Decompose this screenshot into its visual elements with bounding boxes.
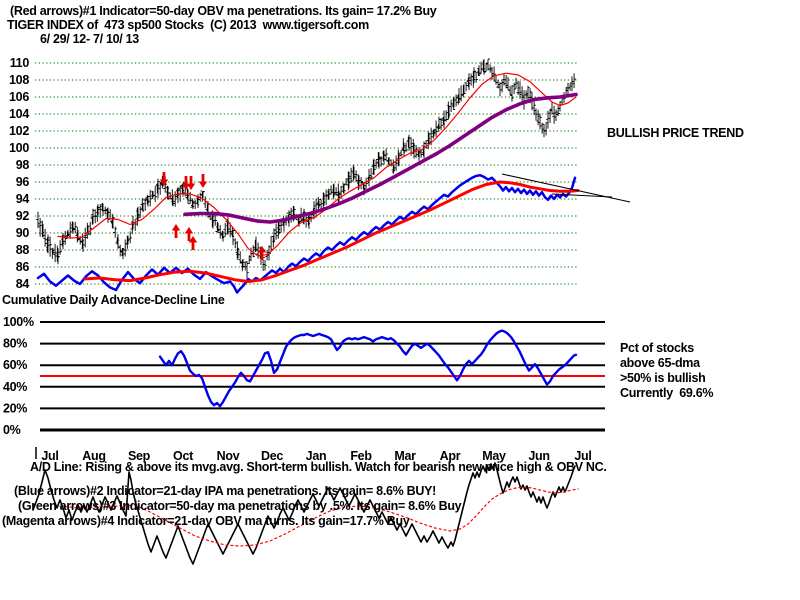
red-arrow-up bbox=[171, 224, 181, 238]
price-y-axis-label: 84 bbox=[16, 277, 30, 291]
series-65-day-ma bbox=[183, 92, 578, 224]
breadth-y-axis-label: 0% bbox=[3, 423, 21, 437]
indicator2-legend: (Blue arrows)#2 Indicator=21-day IPA ma … bbox=[14, 484, 436, 498]
breadth-y-axis-label: 80% bbox=[3, 337, 27, 351]
month-label: Jul bbox=[41, 449, 58, 463]
chart-title: TIGER INDEX of 473 sp500 Stocks (C) 2013… bbox=[7, 18, 369, 32]
breadth-y-axis-label: 20% bbox=[3, 401, 27, 415]
indicator1-legend: (Red arrows)#1 Indicator=50-day OBV ma p… bbox=[10, 4, 437, 18]
price-y-axis-label: 88 bbox=[16, 243, 30, 257]
breadth-line bbox=[158, 329, 578, 408]
adl-section-title: Cumulative Daily Advance-Decline Line bbox=[2, 293, 225, 307]
date-range: 6/ 29/ 12- 7/ 10/ 13 bbox=[40, 32, 139, 46]
month-label: May bbox=[482, 449, 506, 463]
month-label: Mar bbox=[394, 449, 416, 463]
month-label: Apr bbox=[440, 449, 461, 463]
series-OBV-50-day-ma bbox=[83, 180, 580, 283]
breadth-y-axis-label: 100% bbox=[3, 315, 34, 329]
price-y-axis-label: 106 bbox=[9, 90, 29, 104]
breadth-note: Pct of stocks above 65-dma >50% is bulli… bbox=[620, 341, 714, 400]
red-arrow-up bbox=[184, 227, 194, 241]
price-y-axis-label: 90 bbox=[16, 226, 30, 240]
price-y-axis-label: 104 bbox=[9, 107, 29, 121]
ad-line-note: A/D Line: Rising & above its mvg.avg. Sh… bbox=[30, 460, 607, 474]
month-label: Aug bbox=[82, 449, 105, 463]
month-label: Nov bbox=[217, 449, 240, 463]
red-arrow-down bbox=[159, 172, 169, 186]
indicator4-legend: (Magenta arrows)#4 Indicator=21-day OBV … bbox=[2, 514, 410, 528]
month-label: Oct bbox=[173, 449, 194, 463]
obv-panel-OBV-daily bbox=[32, 462, 576, 565]
price-y-axis-label: 92 bbox=[16, 209, 30, 223]
red-arrow-down bbox=[186, 176, 196, 190]
red-arrow-down bbox=[181, 176, 191, 190]
price-y-axis-label: 110 bbox=[10, 56, 30, 70]
price-y-axis-label: 108 bbox=[9, 73, 29, 87]
trend-line bbox=[501, 173, 631, 203]
price-ohlc-bars bbox=[36, 58, 576, 278]
obv-panel-21-day-OBV-ma bbox=[59, 486, 579, 547]
breadth-y-axis-label: 60% bbox=[3, 358, 27, 372]
month-label: Jan bbox=[306, 449, 327, 463]
series-price-21-day-ma bbox=[57, 72, 577, 257]
breadth-y-axis-label: 40% bbox=[3, 380, 27, 394]
month-label: Jun bbox=[528, 449, 549, 463]
red-arrow-up bbox=[188, 236, 198, 250]
bullish-trend-annotation: BULLISH PRICE TREND bbox=[607, 126, 744, 140]
red-arrow-down bbox=[198, 174, 208, 188]
price-y-axis-label: 102 bbox=[9, 124, 29, 138]
price-y-axis-label: 96 bbox=[16, 175, 30, 189]
price-y-axis-label: 100 bbox=[9, 141, 29, 155]
month-label: Dec bbox=[261, 449, 283, 463]
price-y-axis-label: 86 bbox=[16, 260, 30, 274]
month-label: Jul bbox=[574, 449, 591, 463]
price-y-axis-label: 94 bbox=[16, 192, 30, 206]
month-label: Feb bbox=[350, 449, 372, 463]
series-OBV-line bbox=[36, 173, 577, 294]
red-arrow-up bbox=[257, 246, 267, 260]
trend-line bbox=[551, 193, 613, 198]
month-label: Sep bbox=[128, 449, 151, 463]
indicator3-legend: (Green arrows)#3 Indicator=50-day ma pen… bbox=[18, 499, 462, 513]
price-y-axis-label: 98 bbox=[16, 158, 30, 172]
